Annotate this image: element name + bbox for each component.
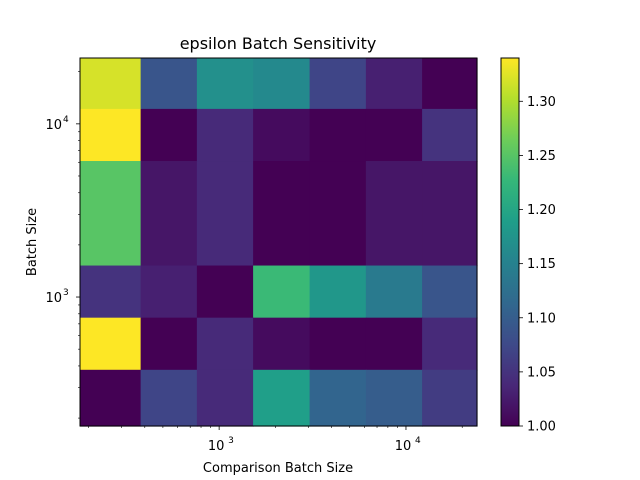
heatmap-cell (140, 161, 198, 267)
heatmap-cell (422, 265, 478, 319)
x-tick-label: 10 (208, 439, 225, 454)
heatmap-cell (253, 58, 311, 110)
heatmap-cell (253, 369, 311, 427)
colorbar-tick-label: 1.05 (527, 365, 556, 380)
heatmap-cell (140, 317, 198, 371)
heatmap-cell (422, 108, 478, 162)
heatmap-cell (80, 317, 142, 371)
heatmap-cell (140, 369, 198, 427)
y-tick-exponent: 3 (63, 288, 69, 298)
heatmap-cell (365, 58, 423, 110)
heatmap-cell (140, 58, 198, 110)
colorbar-tick-label: 1.10 (527, 311, 556, 326)
heatmap-cell (196, 265, 254, 319)
heatmap-cell (309, 161, 367, 267)
heatmap-cell (253, 265, 311, 319)
heatmap-cell (196, 369, 254, 427)
y-tick-label: 10 (45, 291, 62, 306)
heatmap-cell (80, 161, 142, 267)
heatmap-cell (309, 108, 367, 162)
heatmap-cell (140, 265, 198, 319)
colorbar-tick-label: 1.00 (527, 420, 556, 435)
colorbar-tick-label: 1.20 (527, 203, 556, 218)
colorbar-tick-label: 1.15 (527, 257, 556, 272)
heatmap-cell (309, 265, 367, 319)
heatmap-cell (365, 369, 423, 427)
x-tick-label: 10 (395, 439, 412, 454)
x-axis-label: Comparison Batch Size (203, 461, 353, 476)
heatmap-cell (365, 265, 423, 319)
heatmap-cell (365, 317, 423, 371)
colorbar-tick-label: 1.25 (527, 149, 556, 164)
heatmap-cell (196, 108, 254, 162)
heatmap-cell (196, 161, 254, 267)
heatmap-cell (80, 108, 142, 162)
colorbar-tick-label: 1.30 (527, 95, 556, 110)
x-axis-ticks: 10 3 10 4 (88, 426, 463, 454)
heatmap-cell (253, 317, 311, 371)
heatmap-cell (309, 58, 367, 110)
heatmap-cell (309, 369, 367, 427)
heatmap-cell (253, 108, 311, 162)
x-tick-exponent: 3 (228, 436, 234, 446)
heatmap-cell (422, 161, 478, 267)
heatmap-cell (365, 161, 423, 267)
heatmap-cell (253, 161, 311, 267)
plot-frame (79, 57, 478, 427)
colorbar (500, 57, 520, 427)
x-tick-exponent: 4 (415, 436, 421, 446)
heatmap-cell (80, 58, 142, 110)
heatmap-cell (309, 317, 367, 371)
colorbar-ticks: 1.00 1.05 1.10 1.15 1.20 1.25 1.30 (519, 95, 556, 435)
heatmap-cells (80, 58, 478, 427)
y-axis-label: Batch Size (25, 208, 40, 276)
heatmap-cell (422, 369, 478, 427)
heatmap-cell (196, 58, 254, 110)
heatmap-cell (422, 58, 478, 110)
heatmap-cell (422, 317, 478, 371)
y-tick-exponent: 4 (63, 115, 69, 125)
heatmap-cell (140, 108, 198, 162)
y-tick-label: 10 (45, 118, 62, 133)
heatmap-cell (196, 317, 254, 371)
heatmap-cell (80, 265, 142, 319)
chart-title: epsilon Batch Sensitivity (180, 34, 377, 53)
heatmap-cell (80, 369, 142, 427)
heatmap-cell (365, 108, 423, 162)
